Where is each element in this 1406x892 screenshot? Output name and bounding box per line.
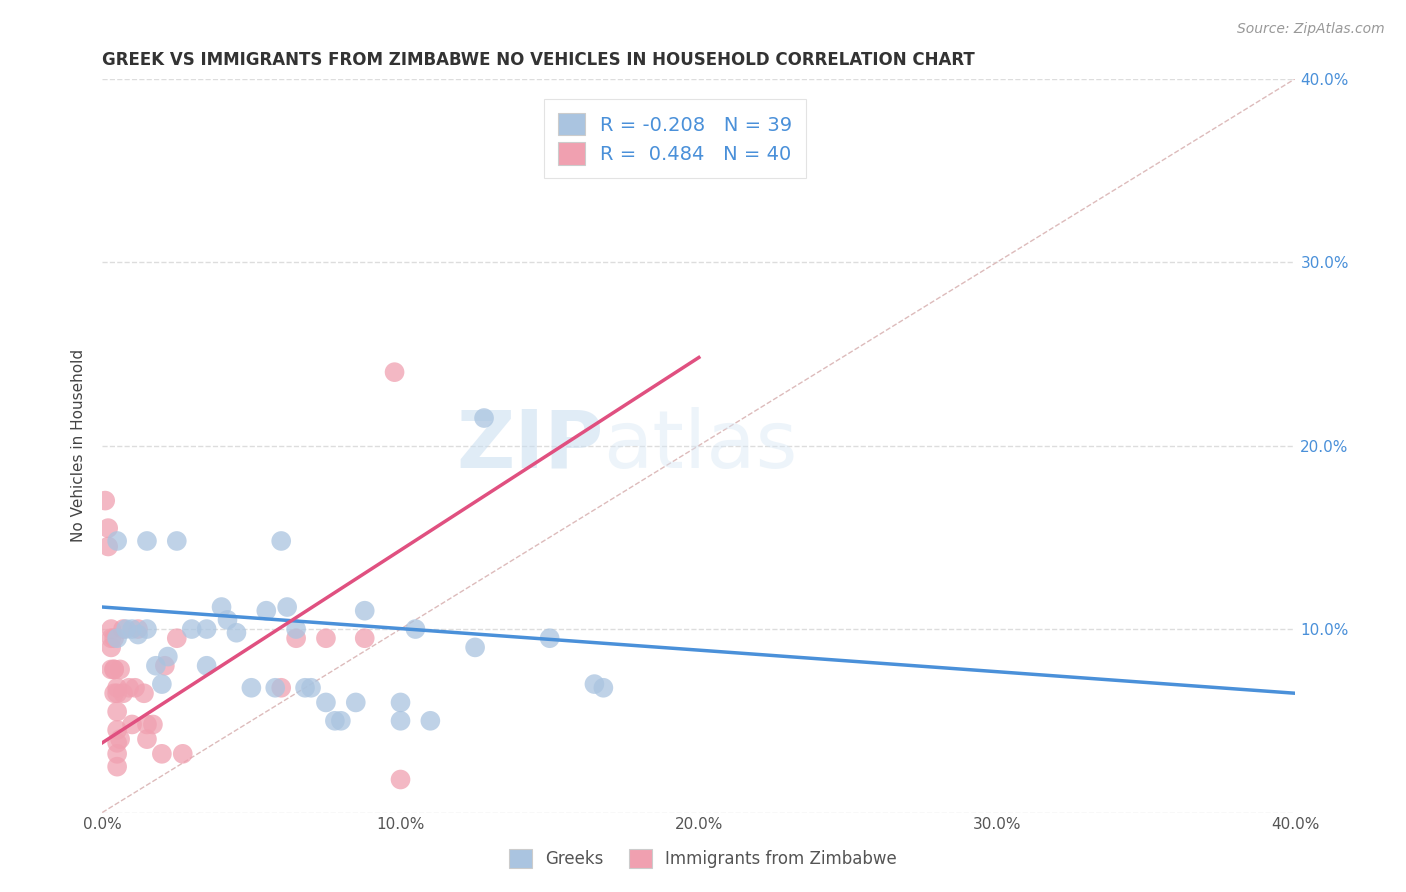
Point <box>127 622 149 636</box>
Point <box>105 705 128 719</box>
Point <box>464 640 486 655</box>
Point <box>315 631 337 645</box>
Point <box>240 681 263 695</box>
Point <box>353 631 375 645</box>
Point <box>156 649 179 664</box>
Point <box>270 681 292 695</box>
Point <box>142 717 165 731</box>
Y-axis label: No Vehicles in Household: No Vehicles in Household <box>72 349 86 542</box>
Point <box>389 772 412 787</box>
Point <box>94 493 117 508</box>
Point <box>270 533 292 548</box>
Text: Source: ZipAtlas.com: Source: ZipAtlas.com <box>1237 22 1385 37</box>
Point <box>217 613 239 627</box>
Point <box>299 681 322 695</box>
Point <box>285 622 308 636</box>
Point <box>389 714 412 728</box>
Point <box>225 625 247 640</box>
Point <box>583 677 606 691</box>
Point <box>100 622 122 636</box>
Point <box>100 662 122 676</box>
Point <box>108 732 131 747</box>
Point <box>115 622 138 636</box>
Point <box>105 681 128 695</box>
Point <box>103 662 125 676</box>
Point <box>103 686 125 700</box>
Point <box>105 631 128 645</box>
Point <box>105 686 128 700</box>
Point <box>472 411 495 425</box>
Point <box>136 533 159 548</box>
Point <box>100 631 122 645</box>
Point <box>264 681 287 695</box>
Point <box>105 736 128 750</box>
Point <box>276 600 298 615</box>
Point <box>136 622 159 636</box>
Point <box>172 747 194 761</box>
Point <box>166 631 188 645</box>
Point <box>153 658 176 673</box>
Point <box>384 365 406 379</box>
Point <box>195 658 218 673</box>
Point <box>118 681 141 695</box>
Point <box>592 681 614 695</box>
Text: atlas: atlas <box>603 407 797 484</box>
Text: ZIP: ZIP <box>456 407 603 484</box>
Point <box>285 631 308 645</box>
Point <box>150 747 173 761</box>
Point <box>180 622 202 636</box>
Point <box>105 747 128 761</box>
Point <box>254 604 277 618</box>
Point <box>105 723 128 737</box>
Point <box>100 640 122 655</box>
Point <box>97 540 120 554</box>
Point <box>108 662 131 676</box>
Point <box>150 677 173 691</box>
Point <box>136 717 159 731</box>
Point <box>294 681 316 695</box>
Point <box>124 681 146 695</box>
Text: GREEK VS IMMIGRANTS FROM ZIMBABWE NO VEHICLES IN HOUSEHOLD CORRELATION CHART: GREEK VS IMMIGRANTS FROM ZIMBABWE NO VEH… <box>103 51 974 69</box>
Legend: R = -0.208   N = 39, R =  0.484   N = 40: R = -0.208 N = 39, R = 0.484 N = 40 <box>544 99 806 178</box>
Point <box>315 695 337 709</box>
Point <box>323 714 346 728</box>
Point <box>121 717 143 731</box>
Point <box>404 622 426 636</box>
Point <box>103 662 125 676</box>
Point <box>389 695 412 709</box>
Point <box>127 627 149 641</box>
Point <box>112 622 135 636</box>
Point <box>211 600 233 615</box>
Point <box>97 521 120 535</box>
Point <box>121 622 143 636</box>
Point <box>166 533 188 548</box>
Legend: Greeks, Immigrants from Zimbabwe: Greeks, Immigrants from Zimbabwe <box>501 840 905 877</box>
Point <box>145 658 167 673</box>
Point <box>195 622 218 636</box>
Point <box>103 631 125 645</box>
Point <box>105 533 128 548</box>
Point <box>419 714 441 728</box>
Point <box>136 732 159 747</box>
Point <box>329 714 352 728</box>
Point <box>132 686 155 700</box>
Point <box>105 759 128 773</box>
Point <box>344 695 367 709</box>
Point <box>538 631 561 645</box>
Point <box>353 604 375 618</box>
Point <box>112 686 135 700</box>
